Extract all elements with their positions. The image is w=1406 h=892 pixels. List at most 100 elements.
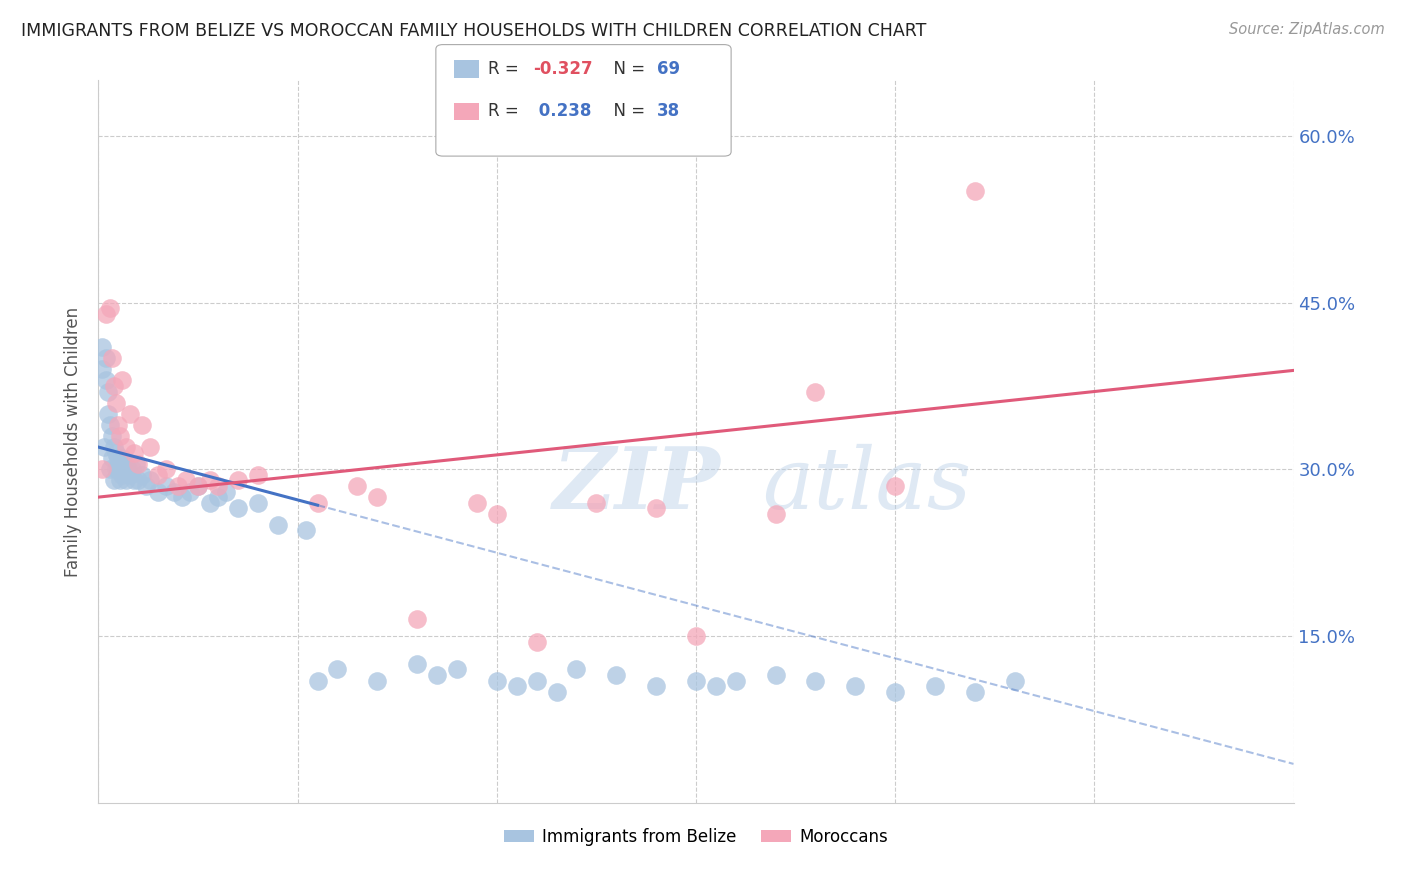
Point [111, 373, 134, 387]
Text: R =: R = [488, 103, 524, 120]
Point [267, 517, 290, 532]
Point [174, 474, 197, 488]
Point [120, 407, 142, 421]
Point [963, 185, 986, 199]
Point [107, 451, 129, 466]
Point [765, 668, 787, 682]
Point [307, 673, 329, 688]
Text: 0.238: 0.238 [533, 103, 592, 120]
Point [155, 462, 177, 476]
Point [645, 679, 668, 693]
Point [155, 479, 177, 493]
Point [963, 684, 986, 698]
Point [101, 351, 124, 366]
Point [924, 679, 946, 693]
Point [96, 351, 118, 366]
Point [215, 484, 238, 499]
Point [98, 301, 122, 315]
Point [546, 684, 568, 698]
Point [127, 474, 149, 488]
Point [101, 429, 124, 443]
Point [105, 462, 128, 476]
Point [246, 496, 269, 510]
Point [207, 479, 229, 493]
Point [103, 440, 125, 454]
Point [526, 634, 548, 648]
Point [179, 484, 201, 499]
Point [366, 490, 388, 504]
Point [198, 496, 221, 510]
Point [111, 451, 134, 466]
Text: N =: N = [603, 60, 651, 78]
Point [465, 496, 488, 510]
Point [125, 457, 148, 471]
Point [131, 417, 153, 432]
Point [121, 462, 143, 476]
Point [884, 684, 907, 698]
Point [485, 673, 508, 688]
Point [207, 490, 229, 504]
Point [294, 524, 316, 538]
Point [107, 417, 129, 432]
Point [226, 501, 249, 516]
Point [366, 673, 388, 688]
Point [884, 479, 907, 493]
Point [167, 479, 190, 493]
Point [115, 440, 138, 454]
Point [163, 484, 186, 499]
Point [605, 668, 627, 682]
Point [804, 673, 827, 688]
Point [148, 484, 170, 499]
Point [326, 662, 349, 676]
Point [115, 474, 138, 488]
Point [246, 467, 269, 482]
Text: atlas: atlas [762, 443, 970, 526]
Point [446, 662, 468, 676]
Point [96, 373, 118, 387]
Point [187, 479, 209, 493]
Text: N =: N = [603, 103, 651, 120]
Point [139, 440, 162, 454]
Legend: Immigrants from Belize, Moroccans: Immigrants from Belize, Moroccans [496, 821, 896, 852]
Point [704, 679, 727, 693]
Point [103, 474, 125, 488]
Y-axis label: Family Households with Children: Family Households with Children [65, 307, 83, 576]
Point [117, 462, 139, 476]
Point [1004, 673, 1026, 688]
Point [844, 679, 866, 693]
Point [526, 673, 548, 688]
Point [120, 467, 142, 482]
Point [765, 507, 787, 521]
Point [96, 307, 118, 321]
Text: -0.327: -0.327 [533, 60, 592, 78]
Point [685, 673, 707, 688]
Point [112, 462, 135, 476]
Point [115, 457, 138, 471]
Point [91, 340, 114, 354]
Text: ZIP: ZIP [553, 443, 720, 526]
Point [645, 501, 668, 516]
Point [724, 673, 747, 688]
Point [139, 474, 162, 488]
Point [110, 429, 132, 443]
Point [91, 462, 114, 476]
Point [127, 457, 149, 471]
Point [97, 407, 120, 421]
Point [105, 395, 128, 409]
Point [98, 417, 122, 432]
Point [804, 384, 827, 399]
Point [98, 462, 122, 476]
Point [187, 479, 209, 493]
Point [124, 474, 146, 488]
Text: Source: ZipAtlas.com: Source: ZipAtlas.com [1229, 22, 1385, 37]
Text: 38: 38 [657, 103, 679, 120]
Text: 69: 69 [657, 60, 679, 78]
Point [107, 462, 129, 476]
Point [105, 445, 128, 459]
Point [226, 474, 249, 488]
Point [124, 445, 146, 459]
Point [685, 629, 707, 643]
Point [506, 679, 529, 693]
Point [103, 379, 125, 393]
Point [485, 507, 508, 521]
